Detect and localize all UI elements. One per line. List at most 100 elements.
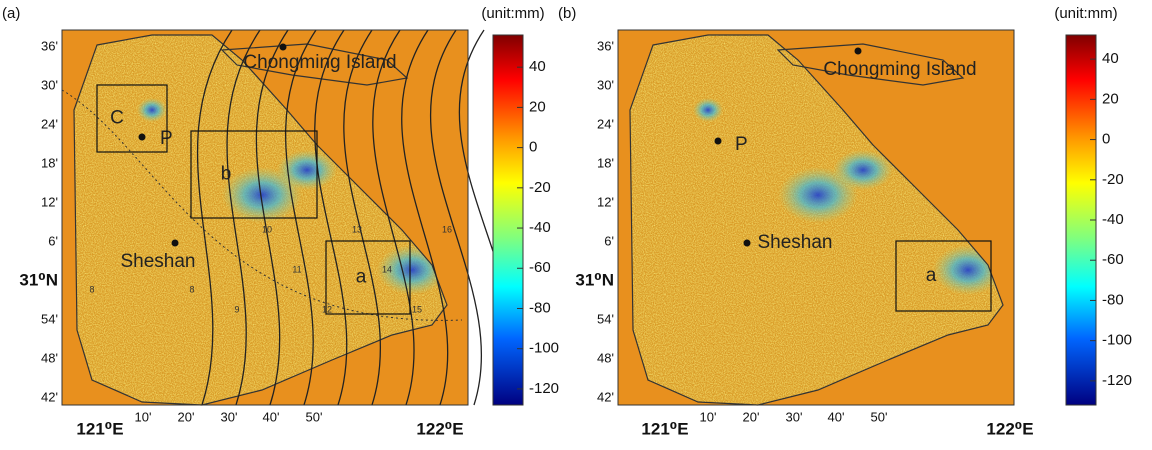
colorbar-tick-label: -20: [529, 179, 551, 196]
colorbar-tick-label: 20: [529, 98, 546, 115]
panel-label: (a): [2, 5, 20, 22]
contour-line: [314, 29, 348, 406]
place-marker: [279, 43, 287, 51]
subsidence-area: [833, 150, 893, 190]
place-name: Chongming Island: [243, 52, 396, 73]
colorbar-tick-label: -120: [529, 380, 559, 397]
y-tick-label: 12': [41, 194, 58, 209]
y-tick-label: 24': [597, 116, 614, 131]
colorbar-tick-label: -60: [529, 259, 551, 276]
y-tick-label: 6': [604, 233, 614, 248]
contour-label: 16: [442, 224, 452, 234]
colorbar-tick-label: -120: [1102, 372, 1132, 389]
y-tick-label: 6': [48, 233, 58, 248]
x-tick-label: 50': [306, 409, 323, 424]
x-tick-label: 10': [135, 409, 152, 424]
x-tick-label: 40': [263, 409, 280, 424]
colorbar-tick-label: 40: [1102, 50, 1119, 67]
subsidence-area: [693, 98, 723, 122]
colorbar: [492, 34, 524, 406]
contour-label: 13: [352, 224, 362, 234]
y-tick-label: 36': [597, 38, 614, 53]
y-tick-label: 31⁰N: [575, 270, 614, 289]
y-tick-label: 36': [41, 38, 58, 53]
box-label: a: [926, 265, 937, 286]
contour-line: [196, 29, 233, 406]
colorbar-tick-label: -100: [529, 340, 559, 357]
place-name: Sheshan: [757, 232, 832, 253]
coastline: [629, 34, 1004, 406]
contour-label: 8: [89, 284, 94, 294]
colorbar-unit: (unit:mm): [1054, 5, 1117, 22]
contour-label: 15: [412, 304, 422, 314]
x-tick-label: 30': [221, 409, 238, 424]
map-frame: [61, 29, 469, 406]
colorbar-unit: (unit:mm): [481, 5, 544, 22]
contour-line: [255, 29, 289, 406]
place-name: P: [160, 128, 173, 149]
box-label: b: [221, 164, 232, 185]
study-box: [190, 130, 318, 219]
x-tick-label: 122⁰E: [416, 419, 463, 438]
island: [220, 43, 409, 86]
place-marker: [138, 133, 146, 141]
contour-line: [226, 29, 261, 406]
colorbar-tick-label: 40: [529, 58, 546, 75]
y-tick-label: 48': [41, 350, 58, 365]
panel: 8 8 9 10 11 12 13 14 15 16 (a) 36' 30' 24' 18' 12' 6' 31⁰…: [2, 5, 559, 439]
colorbar-tick-label: -60: [1102, 251, 1124, 268]
y-tick-label: 12': [597, 194, 614, 209]
contour-line: [429, 29, 483, 406]
study-box: [96, 84, 168, 153]
y-tick-label: 18': [41, 155, 58, 170]
y-tick-label: 31⁰N: [19, 270, 58, 289]
map-frame: [617, 29, 1015, 406]
subsidence-area: [277, 150, 337, 190]
contour-label: 9: [234, 304, 239, 314]
place-name: Chongming Island: [823, 59, 976, 80]
y-tick-label: 42': [597, 389, 614, 404]
subsidence-area: [137, 98, 167, 122]
coastline: [73, 34, 448, 406]
contour-label: 10: [262, 224, 272, 234]
colorbar-tick-label: -40: [529, 219, 551, 236]
x-tick-label: 20': [178, 409, 195, 424]
contour-label: 12: [322, 304, 332, 314]
colorbar-tick-label: -40: [1102, 211, 1124, 228]
colorbar-tick-label: -20: [1102, 171, 1124, 188]
contour-label: 14: [382, 264, 392, 274]
island: [776, 43, 965, 86]
y-tick-label: 30': [41, 77, 58, 92]
x-tick-label: 30': [786, 409, 803, 424]
colorbar-tick-label: 0: [529, 139, 537, 156]
x-tick-label: 50': [871, 409, 888, 424]
y-tick-label: 54': [41, 311, 58, 326]
contour-line: [285, 29, 317, 406]
y-tick-label: 18': [597, 155, 614, 170]
place-name: Sheshan: [120, 251, 195, 272]
colorbar-tick-label: -80: [1102, 291, 1124, 308]
colorbar-tick-label: 0: [1102, 131, 1110, 148]
y-tick-label: 42': [41, 389, 58, 404]
contour-label: 8: [189, 284, 194, 294]
place-marker: [171, 239, 179, 247]
x-tick-label: 122⁰E: [986, 419, 1033, 438]
colorbar-tick-label: -100: [1102, 332, 1132, 349]
contour-line: [61, 89, 463, 321]
panel-label: (b): [558, 5, 576, 22]
y-tick-label: 54': [597, 311, 614, 326]
contour-line: [401, 29, 449, 406]
place-marker: [714, 137, 722, 145]
y-tick-label: 30': [597, 77, 614, 92]
place-name: P: [735, 134, 748, 155]
x-tick-label: 121⁰E: [76, 419, 123, 438]
x-tick-label: 40': [828, 409, 845, 424]
x-tick-label: 121⁰E: [641, 419, 688, 438]
y-tick-label: 24': [41, 116, 58, 131]
colorbar-tick-label: 20: [1102, 90, 1119, 107]
study-box: [325, 240, 411, 315]
contour-label: 11: [292, 264, 301, 274]
colorbar-tick-label: -80: [529, 299, 551, 316]
x-tick-label: 20': [743, 409, 760, 424]
